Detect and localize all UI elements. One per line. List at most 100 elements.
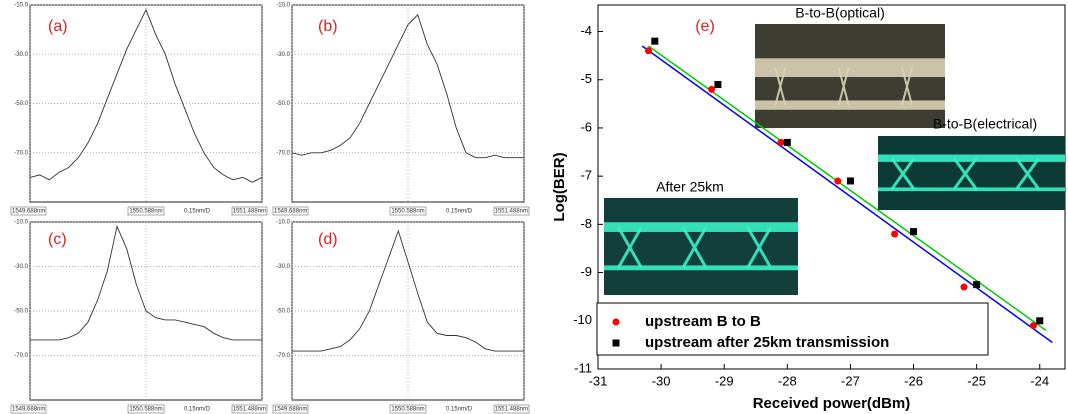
panel-frame bbox=[291, 221, 525, 401]
data-point bbox=[834, 177, 842, 185]
fit-line bbox=[641, 45, 1053, 344]
x-tick-box bbox=[389, 404, 427, 414]
eye-crossing bbox=[616, 226, 643, 269]
eye-band bbox=[604, 222, 798, 232]
y-tick-label: -70.0 bbox=[276, 353, 290, 359]
y-tick-label: -10.0 bbox=[14, 3, 28, 9]
y-tick-label: -8 bbox=[580, 216, 592, 231]
x-tick-label: 1549.688nm bbox=[12, 407, 45, 413]
eye-crossing bbox=[837, 67, 850, 106]
y-tick-label: -10.0 bbox=[14, 220, 28, 226]
panel-label: (c) bbox=[48, 231, 67, 248]
y-tick-label: -30.0 bbox=[14, 52, 28, 58]
data-point bbox=[1036, 317, 1044, 325]
x-tick-label: 1549.688nm bbox=[274, 209, 307, 215]
x-tick-label: -30 bbox=[652, 373, 671, 388]
eye-crossing bbox=[681, 226, 708, 269]
panel-label: (d) bbox=[318, 231, 338, 248]
eye-diagram bbox=[878, 136, 1065, 210]
data-point bbox=[783, 138, 791, 146]
panel-label: (e) bbox=[695, 18, 715, 35]
panel-label: (b) bbox=[318, 18, 338, 35]
y-tick-label: -9 bbox=[580, 264, 592, 279]
span-label: 0.15nm/D bbox=[446, 407, 473, 413]
x-tick-box bbox=[493, 206, 530, 216]
span-label: 0.15nm/D bbox=[184, 407, 211, 413]
eye-background bbox=[878, 136, 1065, 210]
data-point bbox=[708, 85, 716, 93]
legend-box bbox=[596, 302, 989, 356]
span-label: 0.15nm/D bbox=[184, 209, 211, 215]
y-axis-title: Log(BER) bbox=[551, 152, 568, 221]
x-tick-label: 1550.588nm bbox=[391, 209, 424, 215]
y-tick-label: -70.0 bbox=[14, 150, 28, 156]
spectrum-line bbox=[291, 14, 524, 159]
eye-band bbox=[604, 265, 798, 271]
legend-marker bbox=[612, 339, 620, 347]
data-point bbox=[891, 230, 899, 238]
x-tick-box bbox=[231, 404, 268, 414]
x-tick-label: 1550.588nm bbox=[391, 407, 424, 413]
y-tick-label: -50.0 bbox=[14, 101, 28, 107]
annotation: B-to-B(optical) bbox=[795, 5, 884, 21]
legend-marker bbox=[612, 318, 620, 326]
legend-label: upstream after 25km transmission bbox=[645, 334, 889, 351]
eye-diagram bbox=[604, 198, 798, 295]
data-point bbox=[910, 228, 918, 236]
eye-band bbox=[755, 58, 945, 78]
spectrum-line bbox=[29, 8, 263, 183]
eye-band bbox=[878, 154, 1065, 162]
panel-frame bbox=[29, 4, 263, 203]
eye-crossing bbox=[746, 226, 773, 269]
x-axis-title: Received power(dBm) bbox=[753, 395, 911, 412]
x-tick-label: -26 bbox=[904, 373, 923, 388]
x-tick-label: 1551.488nm bbox=[495, 209, 528, 215]
data-point bbox=[973, 281, 981, 289]
x-tick-box bbox=[127, 206, 165, 216]
x-tick-label: -29 bbox=[715, 373, 734, 388]
x-tick-label: 1551.488nm bbox=[495, 407, 528, 413]
data-point bbox=[1029, 322, 1037, 330]
x-tick-label: 1551.488nm bbox=[233, 407, 266, 413]
y-tick-label: -50.0 bbox=[14, 309, 28, 315]
y-tick-label: -6 bbox=[580, 119, 592, 134]
spectrum-line bbox=[292, 229, 524, 352]
data-point bbox=[714, 81, 722, 89]
panel-label: (a) bbox=[48, 18, 68, 35]
x-tick-box bbox=[10, 206, 47, 216]
y-tick-label: -10.0 bbox=[276, 220, 290, 226]
eye-band bbox=[755, 100, 945, 110]
x-tick-box bbox=[10, 404, 47, 414]
x-tick-box bbox=[389, 206, 427, 216]
x-tick-box bbox=[272, 404, 309, 414]
eye-crossing bbox=[890, 157, 916, 191]
y-tick-label: -4 bbox=[580, 23, 592, 38]
y-tick-label: -30.0 bbox=[14, 264, 28, 270]
data-point bbox=[960, 283, 968, 291]
x-tick-label: 1550.588nm bbox=[129, 209, 162, 215]
x-tick-label: -24 bbox=[1030, 373, 1049, 388]
y-tick-label: -30.0 bbox=[276, 52, 290, 58]
eye-band bbox=[878, 187, 1065, 192]
x-tick-box bbox=[493, 404, 530, 414]
y-tick-label: -10.0 bbox=[276, 3, 290, 9]
eye-crossing bbox=[901, 67, 913, 106]
x-tick-label: -28 bbox=[778, 373, 797, 388]
data-point bbox=[651, 37, 659, 45]
y-tick-label: -50.0 bbox=[276, 101, 290, 107]
x-tick-label: -31 bbox=[589, 373, 608, 388]
y-tick-label: -70.0 bbox=[276, 150, 290, 156]
eye-diagram bbox=[755, 24, 945, 128]
annotation: After 25km bbox=[656, 179, 724, 195]
y-tick-label: -10 bbox=[573, 312, 592, 327]
legend-label: upstream B to B bbox=[645, 313, 761, 330]
eye-crossing bbox=[952, 157, 978, 191]
y-tick-label: -5 bbox=[580, 71, 592, 86]
spectrum-line bbox=[30, 225, 262, 341]
x-tick-label: 1551.488nm bbox=[233, 209, 266, 215]
x-tick-box bbox=[272, 206, 309, 216]
data-point bbox=[846, 177, 854, 185]
span-label: 0.15nm/D bbox=[446, 209, 473, 215]
annotation: B-to-B(electrical) bbox=[933, 116, 1037, 132]
